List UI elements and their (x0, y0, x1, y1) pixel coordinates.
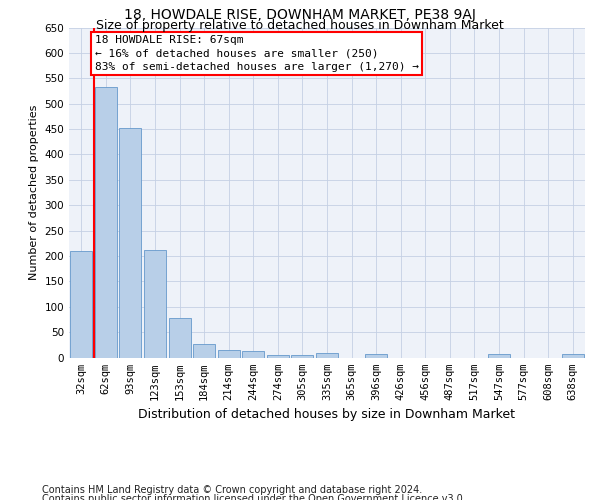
Bar (488, 354, 510, 358)
Text: 18, HOWDALE RISE, DOWNHAM MARKET, PE38 9AJ: 18, HOWDALE RISE, DOWNHAM MARKET, PE38 9… (124, 8, 476, 22)
Text: Contains public sector information licensed under the Open Government Licence v3: Contains public sector information licen… (42, 494, 466, 500)
Bar (193, 344, 215, 358)
Text: Contains HM Land Registry data © Crown copyright and database right 2024.: Contains HM Land Registry data © Crown c… (42, 485, 422, 495)
Text: Size of property relative to detached houses in Downham Market: Size of property relative to detached ho… (96, 19, 504, 32)
Bar (119, 128, 142, 358)
Bar (218, 350, 240, 358)
Bar (365, 354, 387, 358)
Bar (169, 318, 191, 358)
Bar (144, 250, 166, 358)
Bar (70, 251, 92, 358)
Bar (242, 352, 265, 358)
Bar (267, 355, 289, 358)
Bar (95, 87, 117, 357)
Bar (562, 354, 584, 358)
Bar (316, 353, 338, 358)
X-axis label: Distribution of detached houses by size in Downham Market: Distribution of detached houses by size … (139, 408, 515, 421)
Text: 18 HOWDALE RISE: 67sqm
← 16% of detached houses are smaller (250)
83% of semi-de: 18 HOWDALE RISE: 67sqm ← 16% of detached… (95, 35, 419, 72)
Y-axis label: Number of detached properties: Number of detached properties (29, 105, 39, 280)
Bar (292, 355, 313, 358)
